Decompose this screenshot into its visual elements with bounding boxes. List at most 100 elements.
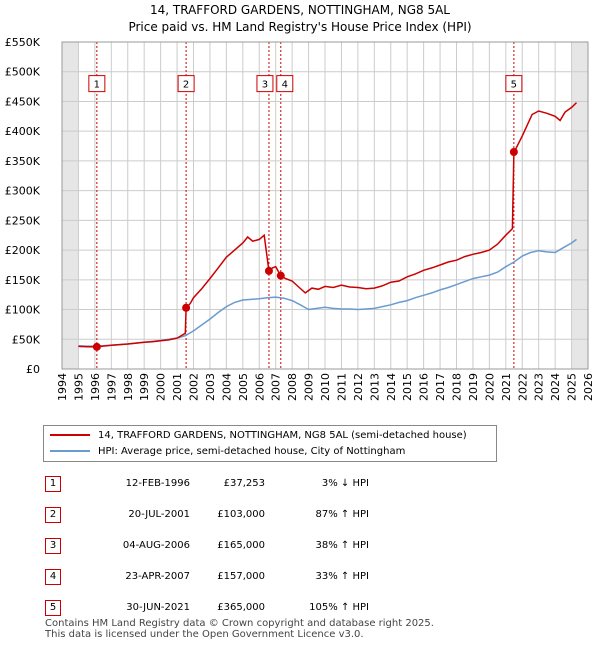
x-tick-label: 2000 (155, 373, 168, 401)
x-tick-label: 2005 (237, 373, 250, 401)
sale-number-badge: 1 (45, 476, 61, 492)
chart-subtitle: Price paid vs. HM Land Registry's House … (128, 20, 471, 34)
sale-hpi-change: 87% ↑ HPI (315, 509, 369, 520)
x-tick-label: 2002 (188, 373, 201, 401)
legend-swatch-hpi (50, 450, 90, 452)
x-tick-label: 2007 (270, 373, 283, 401)
x-tick-label: 1997 (105, 373, 118, 401)
y-tick-label: £300K (5, 185, 41, 198)
sale-point (276, 271, 285, 280)
x-tick-label: 2020 (483, 373, 496, 401)
x-tick-label: 1995 (72, 373, 85, 401)
sale-date: 30-JUN-2021 (126, 602, 190, 613)
sales-row: 1 12-FEB-1996 £37,253 3% ↓ HPI (0, 474, 600, 494)
x-tick-label: 1994 (56, 373, 69, 401)
plot-border (61, 41, 589, 370)
sale-number-badge: 3 (45, 538, 61, 554)
legend-item-property: 14, TRAFFORD GARDENS, NOTTINGHAM, NG8 5A… (50, 428, 467, 444)
x-tick-label: 2014 (385, 373, 398, 401)
sale-number-badge: 5 (45, 600, 61, 616)
y-tick-label: £450K (5, 95, 41, 108)
y-tick-label: £350K (5, 155, 41, 168)
price-chart: 14, TRAFFORD GARDENS, NOTTINGHAM, NG8 5A… (5, 3, 595, 401)
x-tick-label: 2001 (171, 373, 184, 401)
sale-marker-box (505, 75, 523, 93)
x-tick-label: 2013 (368, 373, 381, 401)
chart-title: 14, TRAFFORD GARDENS, NOTTINGHAM, NG8 5A… (150, 3, 450, 17)
x-tick-label: 2021 (500, 373, 513, 401)
x-tick-label: 2023 (533, 373, 546, 401)
y-tick-label: £550K (5, 36, 41, 49)
sale-marker-label: 2 (183, 80, 189, 91)
sales-row: 2 20-JUL-2001 £103,000 87% ↑ HPI (0, 505, 600, 525)
x-tick-label: 2010 (319, 373, 332, 401)
x-tick-label: 2009 (303, 373, 316, 401)
shaded-period (62, 42, 79, 369)
sale-marker-label: 3 (262, 80, 268, 91)
sale-hpi-change: 33% ↑ HPI (315, 571, 369, 582)
x-tick-label: 1998 (122, 373, 135, 401)
sale-point (92, 342, 101, 351)
sale-price: £37,253 (223, 478, 265, 489)
sale-marker-label: 1 (94, 80, 100, 91)
x-tick-label: 2015 (401, 373, 414, 401)
x-tick-label: 2006 (253, 373, 266, 401)
legend-swatch-property (50, 434, 90, 436)
sale-date: 23-APR-2007 (125, 571, 190, 582)
sale-date: 12-FEB-1996 (125, 478, 190, 489)
sale-point (182, 303, 191, 312)
sale-price: £157,000 (217, 571, 265, 582)
x-tick-label: 2019 (467, 373, 480, 401)
y-tick-label: £50K (12, 333, 41, 346)
legend: 14, TRAFFORD GARDENS, NOTTINGHAM, NG8 5A… (43, 425, 497, 462)
x-tick-label: 2018 (451, 373, 464, 401)
x-tick-label: 2022 (516, 373, 529, 401)
footer-licence: This data is licensed under the Open Gov… (45, 629, 364, 640)
y-tick-label: £400K (5, 125, 41, 138)
legend-label-hpi: HPI: Average price, semi-detached house,… (98, 446, 406, 457)
sale-date: 04-AUG-2006 (122, 540, 190, 551)
sale-point (509, 147, 518, 156)
property-series-line (78, 102, 578, 348)
y-tick-label: £200K (5, 244, 41, 257)
sale-marker-box (256, 75, 274, 93)
y-tick-label: £500K (5, 66, 41, 79)
sale-hpi-change: 105% ↑ HPI (309, 602, 369, 613)
sale-number-badge: 2 (45, 507, 61, 523)
sale-price: £365,000 (217, 602, 265, 613)
x-tick-label: 2016 (418, 373, 431, 401)
y-tick-label: £100K (5, 304, 41, 317)
x-tick-label: 2003 (204, 373, 217, 401)
x-tick-label: 2011 (335, 373, 348, 401)
sale-price: £103,000 (217, 509, 265, 520)
y-tick-label: £250K (5, 214, 41, 227)
x-tick-label: 2026 (582, 373, 595, 401)
sales-row: 3 04-AUG-2006 £165,000 38% ↑ HPI (0, 536, 600, 556)
sale-hpi-change: 38% ↑ HPI (315, 540, 369, 551)
sale-marker-label: 4 (282, 80, 288, 91)
shaded-period (571, 42, 588, 369)
x-tick-label: 1999 (138, 373, 151, 401)
footer: Contains HM Land Registry data © Crown c… (45, 618, 434, 640)
x-tick-label: 2025 (566, 373, 579, 401)
sales-row: 5 30-JUN-2021 £365,000 105% ↑ HPI (0, 598, 600, 618)
x-tick-label: 2017 (434, 373, 447, 401)
sale-point (264, 266, 273, 275)
sale-hpi-change: 3% ↓ HPI (321, 478, 369, 489)
x-tick-label: 2008 (286, 373, 299, 401)
y-tick-label: £0 (26, 363, 40, 376)
sale-marker-label: 5 (511, 80, 517, 91)
sale-date: 20-JUL-2001 (128, 509, 190, 520)
x-tick-label: 2012 (352, 373, 365, 401)
sale-number-badge: 4 (45, 569, 61, 585)
x-tick-label: 2004 (220, 373, 233, 401)
sale-marker-box (88, 75, 106, 93)
legend-item-hpi: HPI: Average price, semi-detached house,… (50, 444, 405, 460)
sales-row: 4 23-APR-2007 £157,000 33% ↑ HPI (0, 567, 600, 587)
legend-label-property: 14, TRAFFORD GARDENS, NOTTINGHAM, NG8 5A… (98, 430, 467, 441)
y-tick-label: £150K (5, 274, 41, 287)
x-tick-label: 1996 (89, 373, 102, 401)
sale-marker-box (177, 75, 195, 93)
sale-price: £165,000 (217, 540, 265, 551)
x-tick-label: 2024 (549, 373, 562, 401)
